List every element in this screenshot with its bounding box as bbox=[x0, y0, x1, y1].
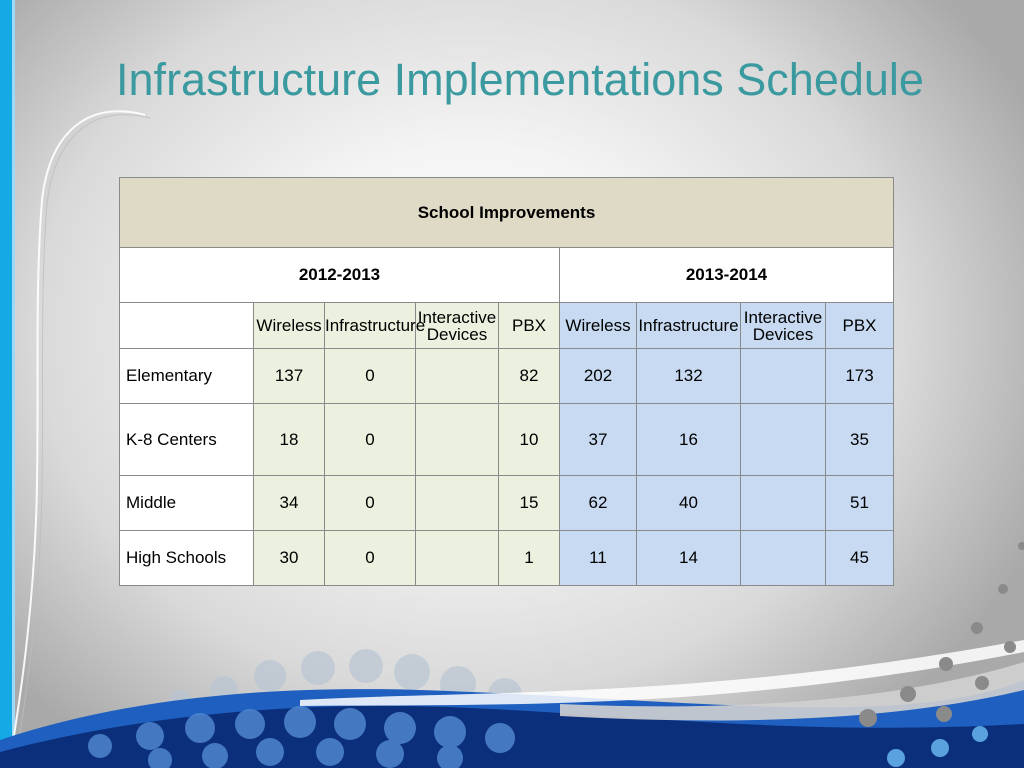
table-cell: 14 bbox=[636, 530, 741, 586]
year-header-2: 2013-2014 bbox=[558, 247, 895, 303]
table-cell bbox=[415, 403, 499, 476]
corner-cell bbox=[119, 302, 254, 349]
col-header: Interactive Devices bbox=[740, 302, 826, 349]
col-header: Interactive Devices bbox=[415, 302, 499, 349]
table-cell: 0 bbox=[324, 348, 416, 404]
left-accent-bar bbox=[0, 0, 12, 768]
table-cell bbox=[740, 530, 826, 586]
table-cell bbox=[740, 403, 826, 476]
table-row: Middle 34 0 15 62 40 51 bbox=[119, 475, 895, 531]
table-cell bbox=[740, 348, 826, 404]
table-cell: 0 bbox=[324, 475, 416, 531]
col-header: PBX bbox=[498, 302, 560, 349]
row-label: Middle bbox=[119, 475, 254, 531]
table-cell: 45 bbox=[824, 530, 895, 586]
col-header: PBX bbox=[824, 302, 895, 349]
row-label: High Schools bbox=[119, 530, 254, 586]
table-cell: 202 bbox=[559, 348, 637, 404]
row-label: K-8 Centers bbox=[119, 403, 254, 476]
table-cell bbox=[415, 530, 499, 586]
table-cell bbox=[415, 348, 499, 404]
col-header: Wireless bbox=[253, 302, 325, 349]
table-cell: 0 bbox=[324, 403, 416, 476]
table-cell: 18 bbox=[253, 403, 325, 476]
table-cell: 132 bbox=[636, 348, 741, 404]
col-header: Wireless bbox=[559, 302, 637, 349]
row-label: Elementary bbox=[119, 348, 254, 404]
page-title: Infrastructure Implementations Schedule bbox=[116, 54, 924, 105]
table-row: Elementary 137 0 82 202 132 173 bbox=[119, 348, 895, 404]
year-header-1: 2012-2013 bbox=[119, 247, 560, 303]
table-cell: 0 bbox=[324, 530, 416, 586]
table-cell: 62 bbox=[559, 475, 637, 531]
table-heading: School Improvements bbox=[118, 177, 895, 248]
left-accent-shade bbox=[12, 0, 15, 768]
table-cell: 16 bbox=[636, 403, 741, 476]
table-cell: 51 bbox=[824, 475, 895, 531]
table-cell bbox=[415, 475, 499, 531]
table-row: K-8 Centers 18 0 10 37 16 35 bbox=[119, 403, 895, 476]
col-header: Infrastructure bbox=[324, 302, 425, 349]
table-cell: 34 bbox=[253, 475, 325, 531]
table-cell: 10 bbox=[498, 403, 560, 476]
col-header: Infrastructure bbox=[636, 302, 741, 349]
table-cell: 82 bbox=[498, 348, 560, 404]
table-cell: 30 bbox=[253, 530, 325, 586]
table-cell: 40 bbox=[636, 475, 741, 531]
table-cell: 1 bbox=[498, 530, 560, 586]
table-row: High Schools 30 0 1 11 14 45 bbox=[119, 530, 895, 586]
table-cell: 137 bbox=[253, 348, 325, 404]
table-cell: 35 bbox=[824, 403, 895, 476]
school-improvements-table: School Improvements 2012-2013 2013-2014 … bbox=[118, 177, 895, 586]
table-cell: 15 bbox=[498, 475, 560, 531]
table-cell bbox=[740, 475, 826, 531]
table-cell: 173 bbox=[824, 348, 895, 404]
table-cell: 37 bbox=[559, 403, 637, 476]
table-cell: 11 bbox=[559, 530, 637, 586]
